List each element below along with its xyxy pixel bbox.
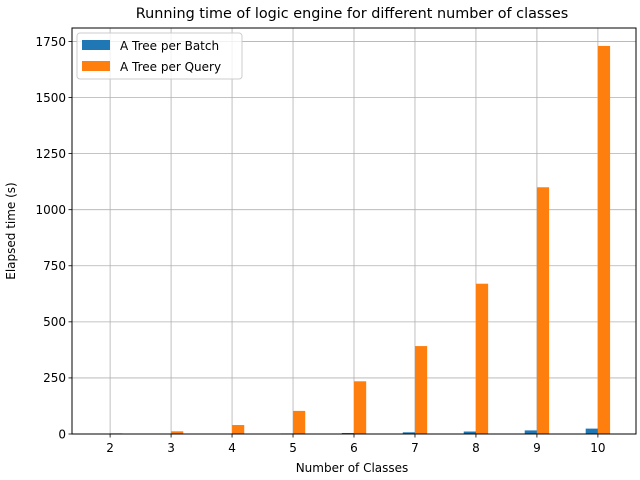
bar-tree-per-query [354, 381, 367, 434]
y-tick-label: 500 [43, 315, 66, 329]
y-tick-label: 750 [43, 259, 66, 273]
x-axis-ticks: 2 3 4 5 6 7 8 9 10 [106, 434, 606, 455]
bar-tree-per-batch [524, 430, 537, 434]
bar-tree-per-query [536, 187, 550, 434]
legend-label-batch: A Tree per Batch [120, 39, 219, 53]
bar-tree-per-batch [341, 432, 354, 434]
y-axis-label: Elapsed time (s) [4, 182, 18, 280]
y-tick-label: 0 [58, 427, 66, 441]
x-tick-label: 8 [472, 441, 480, 455]
bar-tree-per-query [414, 346, 428, 434]
x-axis-label: Number of Classes [296, 461, 409, 475]
x-tick-label: 2 [106, 441, 114, 455]
x-tick-label: 10 [590, 441, 605, 455]
bar-tree-per-query [597, 45, 611, 434]
bars [97, 45, 611, 434]
chart-title: Running time of logic engine for differe… [136, 6, 568, 22]
y-tick-label: 1750 [35, 35, 66, 49]
legend-swatch-query [82, 61, 110, 71]
x-tick-label: 5 [289, 441, 297, 455]
y-tick-label: 1500 [35, 91, 66, 105]
x-tick-label: 4 [228, 441, 236, 455]
bar-tree-per-batch [402, 432, 415, 434]
legend-label-query: A Tree per Query [120, 60, 221, 74]
x-tick-label: 3 [167, 441, 175, 455]
legend-swatch-batch [82, 40, 110, 50]
y-axis-ticks: 0 250 500 750 1000 1250 1500 1750 [35, 35, 72, 441]
x-tick-label: 7 [411, 441, 419, 455]
bar-tree-per-query [232, 425, 245, 434]
x-tick-label: 6 [350, 441, 358, 455]
legend-box [76, 32, 243, 80]
bar-tree-per-query [293, 410, 306, 434]
bar-tree-per-query [171, 431, 184, 434]
y-tick-label: 250 [43, 371, 66, 385]
x-tick-label: 9 [533, 441, 541, 455]
y-tick-label: 1250 [35, 147, 66, 161]
bar-tree-per-query [475, 283, 489, 434]
legend: A Tree per Batch A Tree per Query [76, 32, 243, 80]
bar-tree-per-batch [463, 431, 476, 434]
bar-tree-per-batch [585, 428, 598, 434]
y-tick-label: 1000 [35, 203, 66, 217]
